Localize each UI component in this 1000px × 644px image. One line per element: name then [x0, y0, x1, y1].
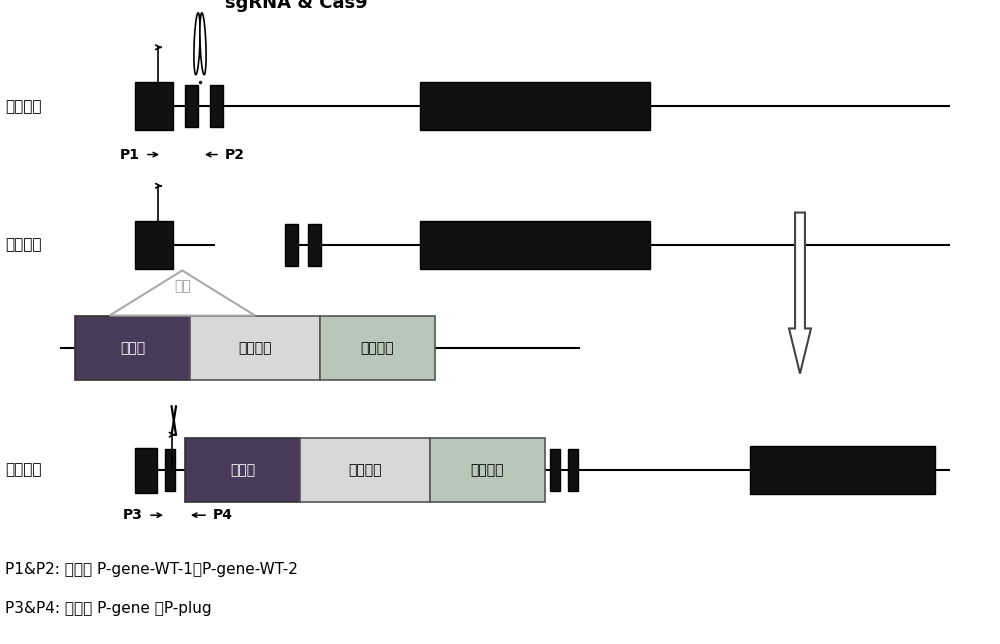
Bar — [210, 86, 223, 128]
Bar — [430, 438, 545, 502]
Bar — [285, 224, 298, 265]
Bar — [750, 446, 935, 495]
Bar — [420, 82, 650, 130]
Text: 抗性基因: 抗性基因 — [348, 463, 382, 477]
Text: P3: P3 — [123, 508, 143, 522]
Ellipse shape — [194, 13, 200, 75]
Bar — [320, 316, 435, 380]
Text: P2: P2 — [225, 147, 245, 162]
Bar — [568, 450, 578, 491]
Ellipse shape — [200, 13, 206, 75]
Text: sgRNA & Cas9: sgRNA & Cas9 — [225, 0, 368, 12]
Text: 报告基因: 报告基因 — [361, 341, 394, 355]
Text: 终止子: 终止子 — [230, 463, 255, 477]
Text: 目标基因: 目标基因 — [5, 237, 42, 252]
Bar — [420, 221, 650, 269]
Text: P1: P1 — [120, 147, 140, 162]
Bar — [185, 86, 198, 128]
Text: 目标基因: 目标基因 — [5, 462, 42, 478]
Bar — [135, 448, 157, 493]
Bar — [165, 450, 175, 491]
Bar — [308, 224, 321, 265]
Bar — [550, 450, 560, 491]
Bar — [135, 82, 173, 130]
Bar — [135, 221, 173, 269]
Bar — [300, 438, 430, 502]
Text: 终止子: 终止子 — [120, 341, 145, 355]
Bar — [75, 316, 190, 380]
Bar — [190, 316, 320, 380]
Text: 抗性基因: 抗性基因 — [238, 341, 272, 355]
Text: 目标基因: 目标基因 — [5, 99, 42, 114]
Text: P3&P4: 引物： P-gene 和P-plug: P3&P4: 引物： P-gene 和P-plug — [5, 601, 212, 616]
Bar — [185, 438, 300, 502]
Text: 敛入: 敛入 — [174, 279, 191, 294]
Text: 报告基因: 报告基因 — [471, 463, 504, 477]
Text: P4: P4 — [213, 508, 233, 522]
Polygon shape — [789, 213, 811, 374]
Text: P1&P2: 引物： P-gene-WT-1和P-gene-WT-2: P1&P2: 引物： P-gene-WT-1和P-gene-WT-2 — [5, 562, 298, 578]
